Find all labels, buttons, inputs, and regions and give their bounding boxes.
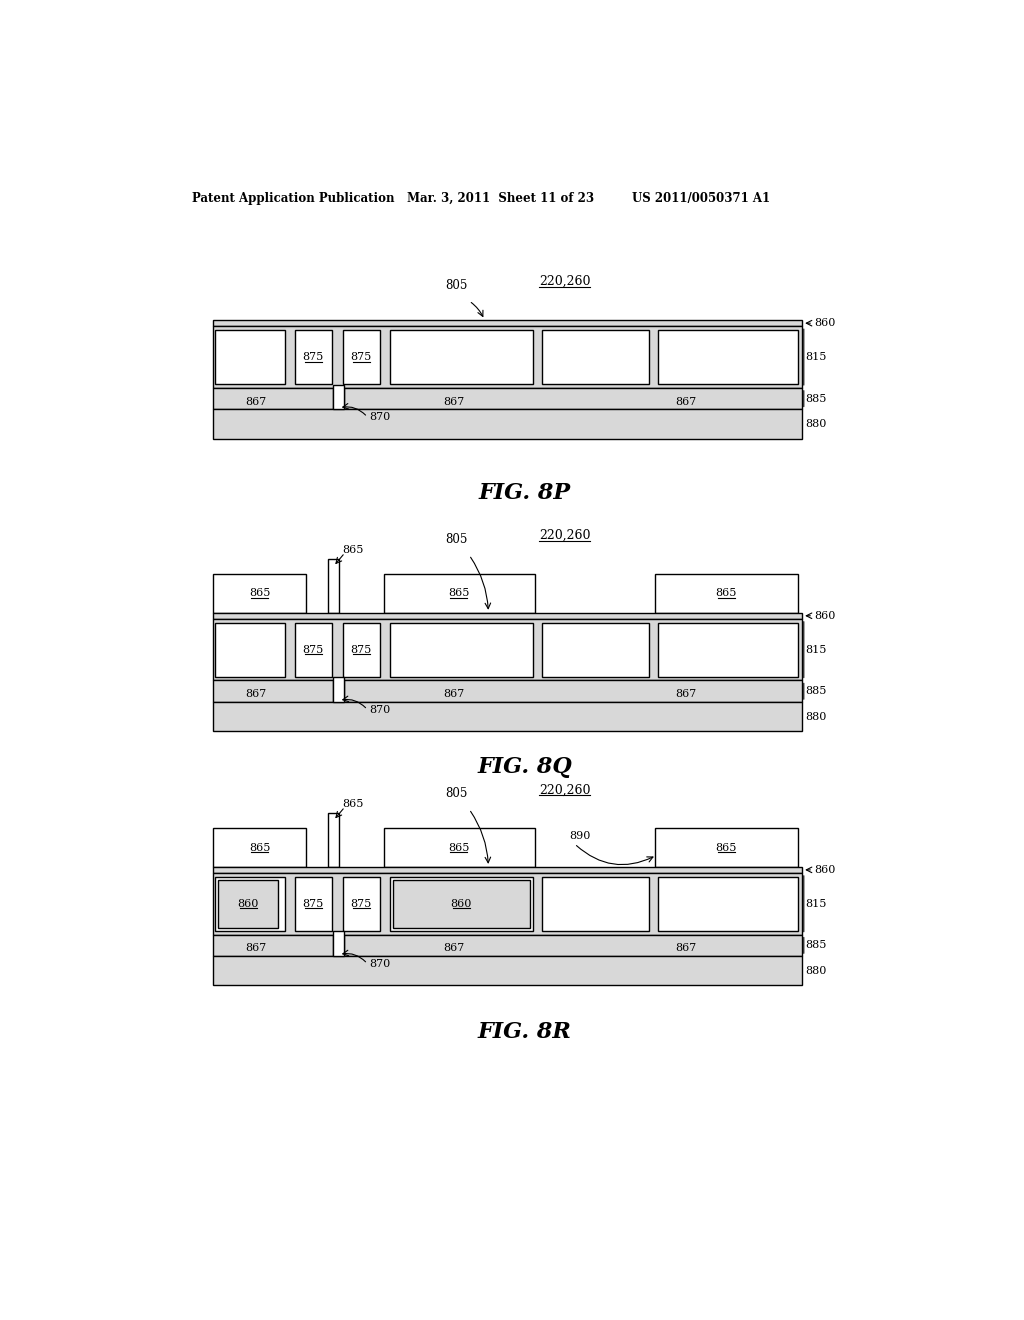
Bar [213, 935, 334, 956]
Bar [390, 330, 534, 384]
Bar [334, 677, 344, 702]
Text: Patent Application Publication: Patent Application Publication [191, 191, 394, 205]
Text: FIG. 8P: FIG. 8P [479, 482, 570, 504]
Text: 865: 865 [249, 589, 270, 598]
Bar [213, 867, 802, 873]
Bar [328, 813, 339, 867]
Bar [658, 876, 798, 931]
Text: 875: 875 [303, 644, 324, 655]
Bar [344, 681, 802, 702]
Text: 885: 885 [805, 686, 826, 696]
Text: 865: 865 [343, 545, 365, 554]
Text: 860: 860 [815, 865, 836, 875]
Bar [343, 330, 380, 384]
Bar [213, 829, 306, 867]
Bar [542, 623, 649, 677]
Bar [343, 623, 380, 677]
Text: 867: 867 [676, 397, 696, 407]
Text: 815: 815 [805, 352, 826, 362]
Text: 865: 865 [716, 589, 737, 598]
Bar [213, 612, 802, 619]
Text: 870: 870 [369, 705, 390, 714]
Text: 870: 870 [369, 958, 390, 969]
Bar [213, 681, 334, 702]
Bar [542, 876, 649, 931]
Bar [334, 932, 344, 956]
Text: 875: 875 [303, 352, 324, 362]
Bar [334, 385, 344, 409]
Text: 220,260: 220,260 [539, 783, 590, 796]
Bar [215, 876, 285, 931]
Text: 885: 885 [805, 393, 826, 404]
Text: 867: 867 [676, 689, 696, 700]
Bar [213, 409, 802, 438]
Text: 865: 865 [249, 842, 270, 853]
Bar [384, 574, 535, 612]
Bar [295, 623, 332, 677]
Text: 860: 860 [815, 318, 836, 329]
Bar [390, 876, 534, 931]
Text: 865: 865 [716, 842, 737, 853]
Bar [295, 876, 332, 931]
Bar [213, 388, 334, 409]
Text: 867: 867 [246, 944, 266, 953]
Text: FIG. 8R: FIG. 8R [478, 1022, 571, 1043]
Text: 865: 865 [449, 842, 470, 853]
Text: Mar. 3, 2011  Sheet 11 of 23: Mar. 3, 2011 Sheet 11 of 23 [407, 191, 594, 205]
Text: 875: 875 [303, 899, 324, 908]
Bar [213, 619, 802, 681]
Bar [658, 330, 798, 384]
Text: 867: 867 [246, 689, 266, 700]
Bar [213, 956, 802, 985]
Text: 875: 875 [350, 644, 372, 655]
Text: 220,260: 220,260 [539, 529, 590, 543]
Text: 220,260: 220,260 [539, 275, 590, 288]
Text: 805: 805 [445, 787, 468, 800]
Bar [295, 330, 332, 384]
Bar [344, 388, 802, 409]
Text: 867: 867 [442, 689, 464, 700]
Text: 865: 865 [449, 589, 470, 598]
Bar [213, 873, 802, 935]
Text: 880: 880 [805, 966, 826, 975]
Text: FIG. 8Q: FIG. 8Q [477, 755, 572, 777]
Bar [542, 330, 649, 384]
Text: 865: 865 [343, 799, 365, 809]
Text: 805: 805 [445, 279, 468, 292]
Text: US 2011/0050371 A1: US 2011/0050371 A1 [632, 191, 770, 205]
Text: 875: 875 [350, 352, 372, 362]
Bar [384, 829, 535, 867]
Text: 867: 867 [442, 944, 464, 953]
Text: 885: 885 [805, 940, 826, 950]
Bar [344, 935, 802, 956]
Bar [390, 623, 534, 677]
Text: 860: 860 [451, 899, 472, 908]
Text: 860: 860 [815, 611, 836, 620]
Bar [213, 702, 802, 731]
Text: 805: 805 [445, 533, 468, 546]
Text: 867: 867 [442, 397, 464, 407]
Text: 860: 860 [238, 899, 259, 908]
Bar [215, 330, 285, 384]
Text: 880: 880 [805, 418, 826, 429]
Text: 815: 815 [805, 644, 826, 655]
Text: 867: 867 [246, 397, 266, 407]
Bar [218, 880, 279, 928]
Bar [655, 574, 799, 612]
Text: 880: 880 [805, 711, 826, 722]
Text: 815: 815 [805, 899, 826, 908]
Bar [213, 574, 306, 612]
Text: 875: 875 [350, 899, 372, 908]
Text: 890: 890 [569, 832, 591, 841]
Bar [215, 623, 285, 677]
Bar [393, 880, 530, 928]
Bar [655, 829, 799, 867]
Bar [213, 321, 802, 326]
Bar [658, 623, 798, 677]
Bar [328, 558, 339, 612]
Bar [343, 876, 380, 931]
Bar [213, 326, 802, 388]
Text: 870: 870 [369, 412, 390, 422]
Text: 867: 867 [676, 944, 696, 953]
